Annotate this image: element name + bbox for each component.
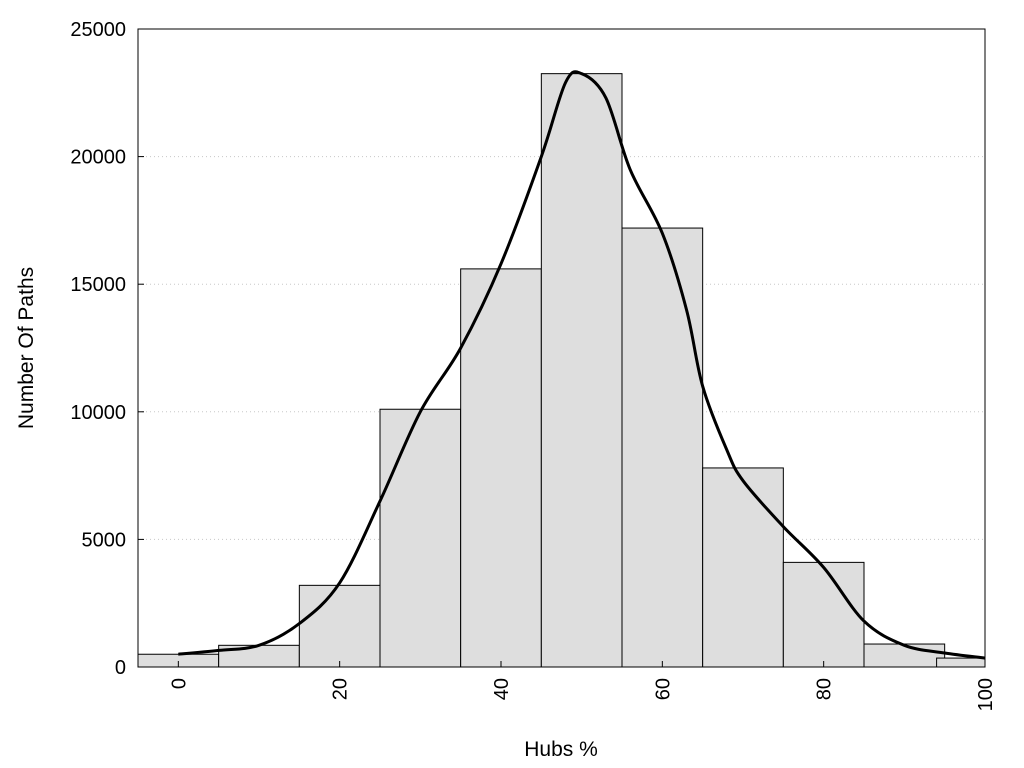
histogram-bar bbox=[460, 268, 542, 668]
y-axis-ticks: 0 5000 10000 15000 20000 25000 bbox=[70, 19, 144, 679]
histogram-bar bbox=[621, 227, 704, 668]
x-tick-label: 60 bbox=[652, 678, 674, 700]
y-tick-label: 25000 bbox=[70, 19, 126, 41]
histogram-bar bbox=[379, 408, 462, 668]
x-tick-label: 20 bbox=[330, 678, 352, 700]
x-tick-label: 0 bbox=[168, 678, 190, 689]
y-tick-label: 15000 bbox=[70, 274, 126, 296]
x-axis-ticks: 0 20 40 60 80 100 bbox=[168, 661, 997, 711]
x-tick-label: 100 bbox=[975, 678, 997, 711]
plot-frame bbox=[137, 28, 986, 668]
y-tick-label: 20000 bbox=[70, 147, 126, 169]
histogram-bar bbox=[863, 643, 946, 668]
y-tick-label: 5000 bbox=[82, 529, 127, 551]
histogram-bar bbox=[936, 657, 986, 668]
y-tick-label: 0 bbox=[115, 657, 126, 679]
histogram-bar bbox=[702, 467, 784, 668]
y-tick-label: 10000 bbox=[70, 402, 126, 424]
density-curve bbox=[178, 70, 986, 660]
x-tick-label: 40 bbox=[491, 678, 513, 700]
x-axis-title: Hubs % bbox=[524, 738, 598, 761]
histogram-bar bbox=[782, 561, 865, 668]
x-tick-label: 80 bbox=[814, 678, 836, 700]
y-axis-title: Number Of Paths bbox=[15, 267, 38, 429]
histogram-bar bbox=[540, 73, 623, 668]
histogram-bars bbox=[137, 73, 986, 668]
histogram-bar bbox=[298, 584, 381, 668]
